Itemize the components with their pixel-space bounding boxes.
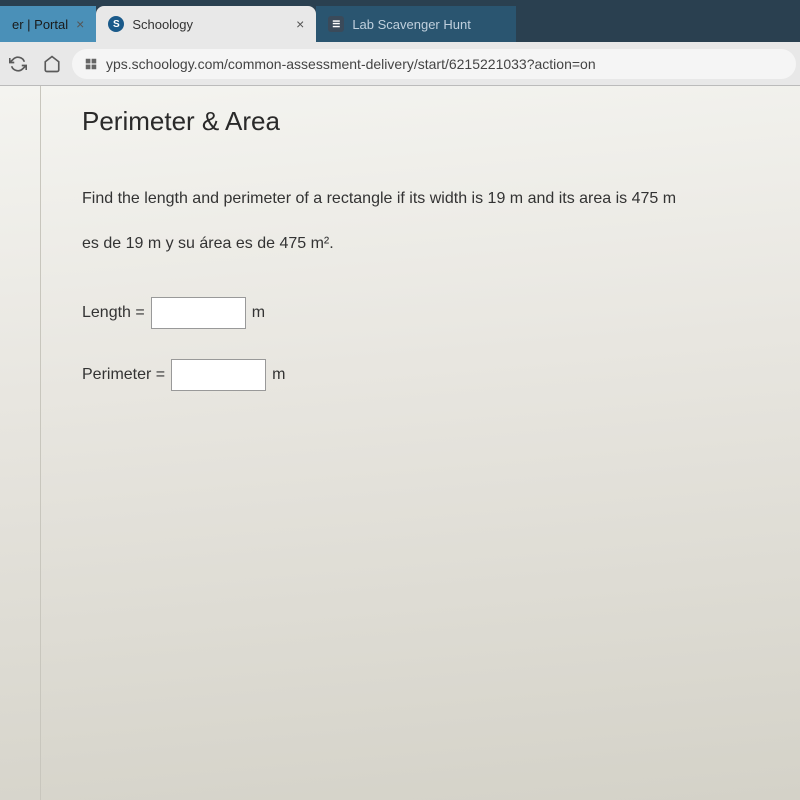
- perimeter-label: Perimeter =: [82, 366, 165, 384]
- address-row: yps.schoology.com/common-assessment-deli…: [0, 42, 800, 86]
- tab-lab-scavenger[interactable]: ☰ Lab Scavenger Hunt: [316, 6, 516, 42]
- tab-bar: er | Portal × S Schoology × ☰ Lab Scaven…: [0, 0, 800, 42]
- tab-schoology[interactable]: S Schoology ×: [96, 6, 316, 42]
- tab-label: er | Portal: [12, 17, 68, 32]
- perimeter-unit: m: [272, 366, 285, 384]
- home-icon[interactable]: [38, 50, 66, 78]
- question-text-english: Find the length and perimeter of a recta…: [82, 185, 800, 212]
- tab-label: Lab Scavenger Hunt: [352, 17, 471, 32]
- page-title: Perimeter & Area: [82, 106, 800, 137]
- length-answer-row: Length = m: [82, 297, 800, 329]
- list-icon: ☰: [328, 16, 344, 32]
- close-icon[interactable]: ×: [296, 16, 304, 32]
- address-bar[interactable]: yps.schoology.com/common-assessment-deli…: [72, 49, 796, 79]
- schoology-icon: S: [108, 16, 124, 32]
- perimeter-input[interactable]: [171, 359, 266, 391]
- reload-icon[interactable]: [4, 50, 32, 78]
- tab-label: Schoology: [132, 17, 193, 32]
- tab-portal[interactable]: er | Portal ×: [0, 6, 96, 42]
- url-text: yps.schoology.com/common-assessment-deli…: [106, 56, 596, 72]
- perimeter-answer-row: Perimeter = m: [82, 359, 800, 391]
- length-label: Length =: [82, 304, 145, 322]
- site-info-icon[interactable]: [84, 57, 98, 71]
- close-icon[interactable]: ×: [76, 16, 84, 32]
- length-input[interactable]: [151, 297, 246, 329]
- length-unit: m: [252, 304, 265, 322]
- browser-chrome: er | Portal × S Schoology × ☰ Lab Scaven…: [0, 0, 800, 86]
- content-area: Perimeter & Area Find the length and per…: [0, 86, 800, 800]
- question-text-spanish: es de 19 m y su área es de 475 m².: [82, 230, 800, 257]
